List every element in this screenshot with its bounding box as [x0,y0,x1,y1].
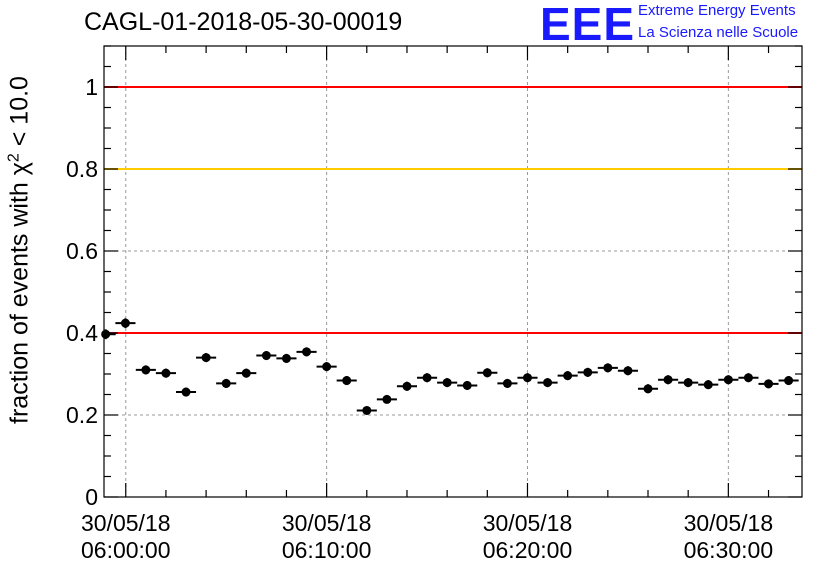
data-point [181,387,191,397]
y-tick-label: 0.4 [66,320,98,346]
x-tick-label-date: 30/05/18 [684,510,774,536]
chart-title: CAGL-01-2018-05-30-00019 [84,8,403,36]
data-point [583,367,593,377]
data-point [120,318,130,328]
data-point [743,373,753,383]
data-point [101,329,111,339]
data-point [502,378,512,388]
data-point [161,368,171,378]
data-point [543,378,553,388]
data-point [281,353,291,363]
y-tick-label: 0 [85,484,98,510]
data-point [402,381,412,391]
data-point [241,368,251,378]
data-point [703,380,713,390]
data-point [442,378,452,388]
logo-line-1: Extreme Energy Events [638,2,796,19]
data-point [141,365,151,375]
data-point [764,379,774,389]
y-tick-label: 0.8 [66,156,98,182]
x-tick-label-date: 30/05/18 [282,510,372,536]
data-point [362,405,372,415]
x-tick-label-time: 06:00:00 [81,537,171,563]
x-tick-label-time: 06:30:00 [684,537,774,563]
data-point [302,347,312,357]
logo-line-2: La Scienza nelle Scuole [638,24,799,41]
x-tick-label-time: 06:20:00 [483,537,573,563]
data-point [522,373,532,383]
data-point [643,384,653,394]
y-tick-label: 0.6 [66,238,98,264]
data-point [683,378,693,388]
plot-frame [103,45,803,498]
data-point [382,394,392,404]
data-point [342,376,352,386]
data-point [422,373,432,383]
data-point [784,376,794,386]
data-point [603,363,613,373]
data-point [261,351,271,361]
data-point [201,353,211,363]
data-point [623,366,633,376]
data-point [723,375,733,385]
x-tick-label-date: 30/05/18 [483,510,573,536]
data-point [322,362,332,372]
data-point [663,375,673,385]
data-point [482,368,492,378]
eee-logo: EEE Extreme Energy Events La Scienza nel… [540,0,830,48]
y-tick-label: 1 [85,74,98,100]
data-point [462,380,472,390]
logo-mark: EEE [540,0,636,50]
x-tick-label-time: 06:10:00 [282,537,372,563]
x-tick-label-date: 30/05/18 [81,510,171,536]
data-point [563,371,573,381]
y-tick-label: 0.2 [66,402,98,428]
data-point [221,378,231,388]
